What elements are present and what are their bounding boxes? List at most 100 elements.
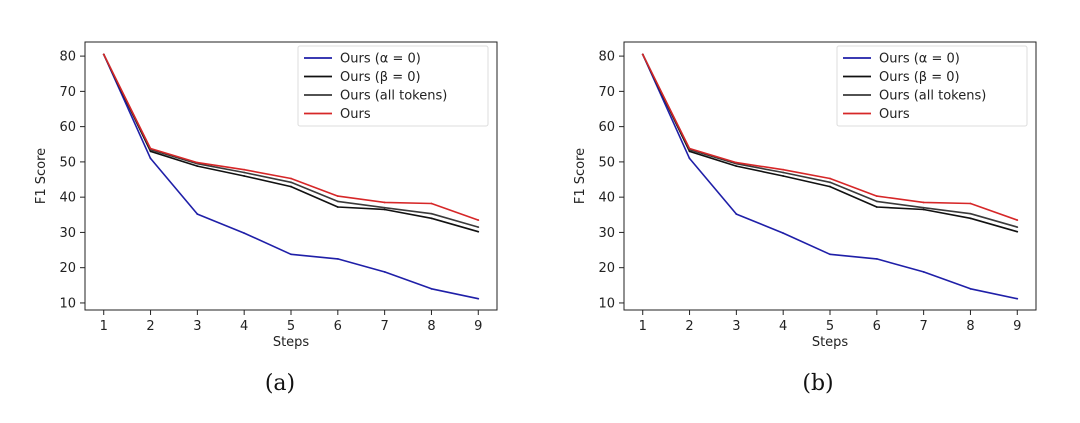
data-point <box>1016 230 1019 233</box>
y-tick-label: 70 <box>59 85 76 100</box>
chart-panel-1: 10 20 30 40 50 60 70 80 1 2 3 4 5 6 7 8 9 Steps F1 Score Ou… <box>34 41 498 396</box>
legend-label-3: Ours (all tokens) <box>879 89 986 104</box>
data-point <box>243 168 246 171</box>
x-tick-label: 5 <box>826 319 834 334</box>
y-tick-label: 10 <box>598 296 615 311</box>
data-point <box>149 147 152 150</box>
data-point <box>290 177 292 180</box>
data-point <box>875 257 878 260</box>
legend-box <box>836 45 1028 127</box>
data-point <box>243 175 246 177</box>
y-tick-label: 70 <box>598 85 615 100</box>
data-point <box>196 213 199 215</box>
x-tick-label: 8 <box>966 319 974 334</box>
y-tick-label: 40 <box>598 191 615 206</box>
y-tick-label: 50 <box>59 155 76 170</box>
legend-label-2: Ours (β = 0) <box>879 70 960 85</box>
chart-panel-2: 10 20 30 40 50 60 70 80 1 2 3 4 5 6 7 8 9 Steps F1 Score Ou… <box>573 41 1037 396</box>
data-point <box>735 161 738 164</box>
x-tick-label: 5 <box>287 319 295 334</box>
panel-caption: (b) <box>802 371 833 396</box>
x-tick-label: 4 <box>240 319 248 334</box>
x-tick-label: 8 <box>427 319 435 334</box>
data-point <box>430 202 433 205</box>
data-point <box>782 168 785 171</box>
y-axis-label: F1 Score <box>573 148 588 204</box>
x-tick-label: 2 <box>146 319 154 334</box>
data-point <box>641 53 644 56</box>
y-tick-label: 50 <box>598 155 615 170</box>
data-point <box>196 165 199 168</box>
x-tick-label: 7 <box>919 319 927 334</box>
y-tick-label: 20 <box>598 261 615 276</box>
x-tick-label: 9 <box>474 319 482 334</box>
legend-label-2: Ours (β = 0) <box>340 70 421 85</box>
data-point <box>922 206 925 209</box>
data-point <box>922 201 925 204</box>
y-tick-label: 10 <box>59 296 76 311</box>
x-tick-label: 4 <box>779 319 787 334</box>
legend: Ours (α = 0) Ours (β = 0) Ours (all tokens… <box>297 45 489 127</box>
data-point <box>149 157 152 160</box>
data-point <box>336 206 339 208</box>
data-point <box>688 147 691 150</box>
x-tick-label: 7 <box>380 319 388 334</box>
data-point <box>477 219 480 221</box>
legend-label-3: Ours (all tokens) <box>340 89 447 104</box>
data-point <box>430 212 433 215</box>
data-point <box>383 201 386 204</box>
data-point <box>688 150 691 153</box>
data-point <box>336 257 339 260</box>
x-tick-label: 1 <box>639 319 647 334</box>
data-point <box>430 217 433 220</box>
data-point <box>969 287 972 290</box>
y-axis-label: F1 Score <box>34 148 49 204</box>
data-point <box>782 175 785 177</box>
data-point <box>922 271 925 273</box>
data-point <box>688 157 691 160</box>
data-point <box>383 271 386 273</box>
panel-caption: (a) <box>265 371 295 396</box>
data-point <box>383 206 386 209</box>
data-point <box>969 202 972 205</box>
y-tick-label: 30 <box>59 226 76 241</box>
x-axis-label: Steps <box>812 335 849 350</box>
data-point <box>477 297 480 300</box>
data-point <box>102 53 105 56</box>
data-point <box>290 181 292 184</box>
data-point <box>922 208 925 211</box>
y-tick-label: 60 <box>59 120 76 135</box>
y-tick-label: 60 <box>598 120 615 135</box>
y-tick-label: 40 <box>59 191 76 206</box>
data-point <box>336 200 339 203</box>
data-point <box>735 213 738 215</box>
x-tick-label: 6 <box>334 319 342 334</box>
x-tick-label: 1 <box>100 319 108 334</box>
data-point <box>477 226 480 229</box>
data-point <box>875 195 878 198</box>
data-point <box>477 230 480 233</box>
y-tick-label: 80 <box>598 50 615 65</box>
legend: Ours (α = 0) Ours (β = 0) Ours (all tokens… <box>836 45 1028 127</box>
data-point <box>1016 226 1019 229</box>
x-tick-label: 6 <box>873 319 881 334</box>
data-point <box>829 185 831 188</box>
y-tick-label: 80 <box>59 50 76 65</box>
x-tick-label: 3 <box>193 319 201 334</box>
data-point <box>735 165 738 168</box>
data-point <box>969 217 972 220</box>
data-point <box>243 171 246 174</box>
data-point <box>1016 297 1019 300</box>
x-tick-label: 2 <box>685 319 693 334</box>
data-point <box>1016 219 1019 221</box>
data-point <box>829 177 831 180</box>
data-point <box>875 200 878 203</box>
data-point <box>782 232 785 235</box>
data-point <box>829 253 831 256</box>
data-point <box>782 171 785 174</box>
data-point <box>969 212 972 215</box>
data-point <box>430 287 433 290</box>
data-point <box>290 185 292 188</box>
data-point <box>290 253 292 256</box>
legend-label-1: Ours (α = 0) <box>340 52 421 67</box>
